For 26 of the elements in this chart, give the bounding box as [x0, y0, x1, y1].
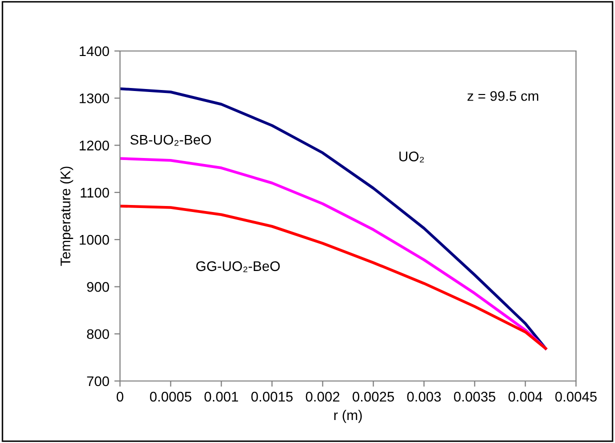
annotation: z = 99.5 cm: [468, 91, 538, 101]
line-series: [120, 87, 547, 350]
x-tick-label: 0.0035: [454, 392, 496, 402]
y-axis-title: Temperature (K): [60, 166, 74, 266]
y-tick-label: 1100: [80, 188, 110, 198]
line-series: [120, 204, 547, 350]
x-tick-label: 0.003: [407, 392, 441, 402]
x-tick-label: 0.0025: [352, 392, 394, 402]
y-tick-label: 900: [87, 282, 110, 292]
y-tick-label: 1200: [80, 140, 110, 150]
x-tick-label: 0.004: [508, 392, 542, 402]
x-axis-title: r (m): [334, 410, 362, 423]
text: GG-UO₂-BeO: [196, 261, 280, 272]
y-tick-label: 1000: [80, 234, 110, 245]
x-tick-label: 0: [116, 392, 124, 402]
x-tick-label: 0.002: [306, 392, 340, 402]
x-tick-label: 0.0045: [555, 392, 597, 402]
y-tick-label: 1300: [80, 93, 110, 104]
series-label: SB-UO₂-BeO: [130, 134, 211, 146]
x-tick-label: 0.001: [204, 392, 238, 402]
text: UO₂: [399, 152, 424, 162]
x-tick-label: 0.0005: [150, 392, 192, 402]
x-tick-label: 0.0015: [251, 392, 293, 402]
y-tick-label: 700: [87, 376, 110, 386]
y-tick-label: 800: [87, 329, 110, 340]
y-tick-label: 1400: [80, 46, 110, 56]
